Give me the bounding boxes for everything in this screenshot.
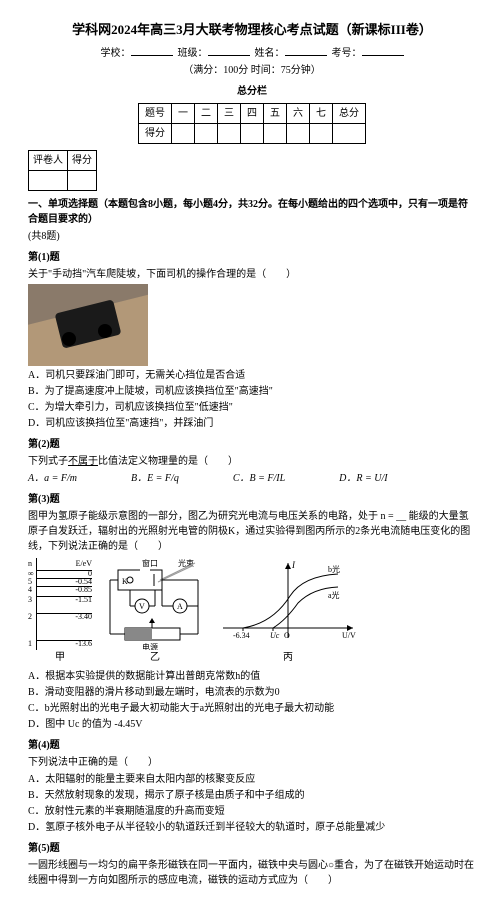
q1-text: 关于"手动挡"汽车爬陡坡，下面司机的操作合理的是（ ） <box>28 267 476 282</box>
svg-text:U/V: U/V <box>342 631 356 640</box>
q3-opt-b: B．滑动变阻器的滑片移动到最左端时，电流表的示数为0 <box>28 685 476 700</box>
score-r2-label: 得分 <box>139 123 172 143</box>
examno-label: 考号： <box>332 48 362 59</box>
q1-opt-a: A．司机只要踩油门即可，无需关心挡位是否合适 <box>28 368 476 383</box>
v-label: V <box>139 602 145 611</box>
svg-text:O: O <box>284 631 290 640</box>
score-h1: 一 <box>172 103 195 123</box>
section1-sub: (共8题) <box>28 229 476 244</box>
scorer-cell <box>68 170 97 190</box>
a-label: A <box>177 602 183 611</box>
q1-opt-b: B．为了提高速度冲上陡坡，司机应该换挡位至"高速挡" <box>28 384 476 399</box>
q3-graph-wrap: I U/V O -6.34 Uc b光 a光 丙 <box>218 558 358 665</box>
q2-opt-b: B．E = F/q <box>131 471 179 486</box>
score-cell <box>310 123 333 143</box>
score-h2: 二 <box>195 103 218 123</box>
q3-levels-caption: 甲 <box>28 650 92 665</box>
q1-opt-d: D．司机应该换挡位至"高速挡"，并踩油门 <box>28 416 476 431</box>
scorer-table: 评卷人 得分 <box>28 150 97 191</box>
score-h8: 总分 <box>333 103 366 123</box>
score-h4: 四 <box>241 103 264 123</box>
examno-blank <box>362 46 404 56</box>
svg-text:Uc: Uc <box>270 631 280 640</box>
q2-opt-d: D．R = U/I <box>339 471 387 486</box>
src-label: 电源 <box>142 642 158 650</box>
q4-options: A．太阳辐射的能量主要来自太阳内部的核聚变反应 B．天然放射现象的发现，揭示了原… <box>28 772 476 835</box>
q3-text: 图甲为氢原子能级示意图的一部分，图乙为研究光电流与电压关系的电路，处于 n = … <box>28 509 476 554</box>
q3-graph-caption: 丙 <box>218 650 358 665</box>
limits-line: （满分：100分 时间：75分钟） <box>28 63 476 78</box>
scorer-h0: 评卷人 <box>29 150 68 170</box>
score-cell <box>287 123 310 143</box>
q3-options: A．根据本实验提供的数据能计算出普朗克常数h的值 B．滑动变阻器的滑片移动到最左… <box>28 669 476 732</box>
q5-num: 第(5)题 <box>28 841 476 856</box>
class-label: 班级： <box>178 48 208 59</box>
score-h6: 六 <box>287 103 310 123</box>
svg-text:a光: a光 <box>328 590 340 600</box>
q5-text: 一圆形线圈与一均匀的扁平条形磁铁在同一平面内，磁铁中央与圆心○重合，为了在磁铁开… <box>28 858 476 888</box>
score-table-label: 总分栏 <box>28 84 476 99</box>
q4-opt-d: D．氢原子核外电子从半径较小的轨道跃迁到半径较大的轨道时，原子总能量减少 <box>28 820 476 835</box>
school-blank <box>131 46 173 56</box>
score-h7: 七 <box>310 103 333 123</box>
name-blank <box>285 46 327 56</box>
scorer-h1: 得分 <box>68 150 97 170</box>
q1-opt-c: C．为增大牵引力，司机应该换挡位至"低速挡" <box>28 400 476 415</box>
q3-levels-wrap: n E/eV ∞0 5-0.54 4-0.85 3-1.51 2-3.40 1-… <box>28 558 92 665</box>
score-cell <box>172 123 195 143</box>
score-h5: 五 <box>264 103 287 123</box>
score-cell <box>264 123 287 143</box>
name-label: 姓名： <box>255 48 285 59</box>
score-h0: 题号 <box>139 103 172 123</box>
school-label: 学校： <box>101 48 131 59</box>
q3-circuit-diagram: 窗口 光束 K V A <box>100 558 210 650</box>
window-label: 窗口 <box>142 558 158 568</box>
svg-text:I: I <box>291 560 296 570</box>
q4-text: 下列说法中正确的是（ ） <box>28 755 476 770</box>
q4-opt-c: C．放射性元素的半衰期随温度的升高而变短 <box>28 804 476 819</box>
q4-opt-b: B．天然放射现象的发现，揭示了原子核是由质子和中子组成的 <box>28 788 476 803</box>
scorer-cell <box>29 170 68 190</box>
q2-text: 下列式子不属于比值法定义物理量的是（ ） <box>28 454 476 469</box>
q3-num: 第(3)题 <box>28 492 476 507</box>
section1-head: 一、单项选择题（本题包含8小题，每小题4分，共32分。在每小题给出的四个选项中，… <box>28 197 476 227</box>
q1-image <box>28 284 148 366</box>
score-cell <box>218 123 241 143</box>
q3-circuit-caption: 乙 <box>100 650 210 665</box>
svg-text:-6.34: -6.34 <box>233 631 250 640</box>
q2-opt-c: C．B = F/IL <box>233 471 285 486</box>
q3-opt-a: A．根据本实验提供的数据能计算出普朗克常数h的值 <box>28 669 476 684</box>
q4-num: 第(4)题 <box>28 738 476 753</box>
q3-levels-diagram: n E/eV ∞0 5-0.54 4-0.85 3-1.51 2-3.40 1-… <box>28 558 92 650</box>
score-table: 题号 一 二 三 四 五 六 七 总分 得分 <box>138 103 366 144</box>
q3-opt-c: C．b光照射出的光电子最大初动能大于a光照射出的光电子最大初动能 <box>28 701 476 716</box>
q3-opt-d: D．图中 Uc 的值为 -4.45V <box>28 717 476 732</box>
class-blank <box>208 46 250 56</box>
q4-opt-a: A．太阳辐射的能量主要来自太阳内部的核聚变反应 <box>28 772 476 787</box>
q1-options: A．司机只要踩油门即可，无需关心挡位是否合适 B．为了提高速度冲上陡坡，司机应该… <box>28 368 476 431</box>
score-cell <box>241 123 264 143</box>
q3-circuit-wrap: 窗口 光束 K V A <box>100 558 210 665</box>
svg-text:b光: b光 <box>328 564 340 574</box>
page-title: 学科网2024年高三3月大联考物理核心考点试题（新课标III卷） <box>28 20 476 40</box>
meta-line: 学校： 班级： 姓名： 考号： <box>28 46 476 61</box>
q2-opt-a: A．a = F/m <box>28 471 77 486</box>
q2-num: 第(2)题 <box>28 437 476 452</box>
score-cell <box>195 123 218 143</box>
q1-num: 第(1)题 <box>28 250 476 265</box>
q3-graph-diagram: I U/V O -6.34 Uc b光 a光 <box>218 558 358 650</box>
q3-diagrams: n E/eV ∞0 5-0.54 4-0.85 3-1.51 2-3.40 1-… <box>28 558 476 665</box>
q2-options: A．a = F/m B．E = F/q C．B = F/IL D．R = U/I <box>28 471 476 486</box>
score-h3: 三 <box>218 103 241 123</box>
score-cell <box>333 123 366 143</box>
